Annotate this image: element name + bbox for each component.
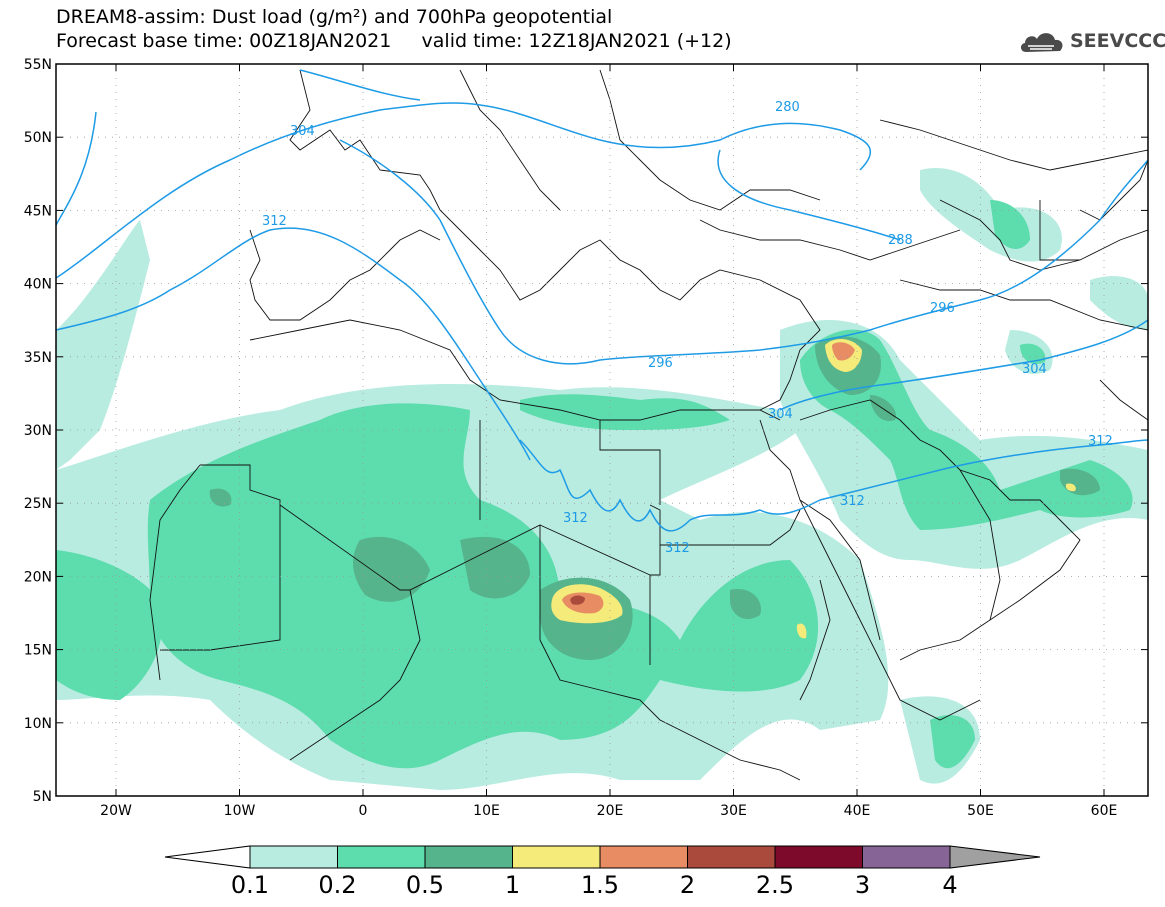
map-title-line2: Forecast base time: 00Z18JAN2021 valid t… bbox=[56, 30, 732, 52]
colorbar-labels: 0.1 0.2 0.5 1 1.5 2 2.5 3 4 bbox=[231, 871, 958, 899]
latitude-label: 30N bbox=[24, 423, 52, 439]
contour-label: 280 bbox=[775, 100, 800, 115]
colorbar-label: 0.1 bbox=[231, 871, 269, 899]
longitude-label: 30E bbox=[720, 803, 747, 819]
contour-label: 296 bbox=[648, 356, 673, 371]
colorbar-label: 0.2 bbox=[318, 871, 356, 899]
contour-label: 312 bbox=[1088, 434, 1113, 449]
contour-label: 304 bbox=[1022, 362, 1047, 377]
latitude-label: 10N bbox=[24, 716, 52, 732]
contour-label: 304 bbox=[290, 124, 315, 139]
colorbar-box bbox=[249, 845, 338, 869]
colorbar-label: 3 bbox=[855, 871, 870, 899]
map-title-line1: DREAM8-assim: Dust load (g/m²) and 700hP… bbox=[56, 6, 613, 28]
latitude-label: 20N bbox=[24, 569, 52, 585]
colorbar-over-triangle bbox=[949, 845, 1041, 869]
colorbar-label: 2.5 bbox=[756, 871, 794, 899]
longitude-label: 40E bbox=[844, 803, 871, 819]
colorbar-box bbox=[424, 845, 513, 869]
longitude-label: 60E bbox=[1091, 803, 1118, 819]
latitude-label: 25N bbox=[24, 496, 52, 512]
latitude-label: 15N bbox=[24, 643, 52, 659]
latitude-labels: 55N 50N 45N 40N 35N 30N 25N 20N 15N 10N 5N bbox=[24, 57, 52, 805]
dust-shading bbox=[56, 168, 1148, 790]
contour-label: 312 bbox=[665, 541, 690, 556]
colorbar-boxes bbox=[249, 845, 951, 869]
longitude-labels: 20W 10W 0 10E 20E 30E 40E 50E 60E bbox=[100, 803, 1117, 819]
longitude-label: 0 bbox=[359, 803, 368, 819]
contour-label: 304 bbox=[768, 407, 793, 422]
colorbar-label: 2 bbox=[680, 871, 695, 899]
latitude-label: 35N bbox=[24, 350, 52, 366]
latitude-label: 5N bbox=[33, 789, 52, 805]
latitude-label: 50N bbox=[24, 130, 52, 146]
colorbar-label: 1.5 bbox=[581, 871, 619, 899]
contour-labels: 304 312 280 288 296 296 304 304 312 312 … bbox=[262, 100, 1113, 556]
contour-label: 296 bbox=[930, 301, 955, 316]
axis-ticks bbox=[56, 63, 1148, 797]
graticule bbox=[56, 64, 1148, 796]
contour-label: 288 bbox=[888, 233, 913, 248]
contour-label: 312 bbox=[840, 494, 865, 509]
longitude-label: 20E bbox=[597, 803, 624, 819]
seevccc-logo: SEEVCCC bbox=[1018, 24, 1165, 58]
country-borders bbox=[149, 69, 1148, 781]
colorbar-box bbox=[774, 845, 863, 869]
colorbar-box bbox=[599, 845, 688, 869]
colorbar-label: 4 bbox=[942, 871, 957, 899]
latitude-label: 55N bbox=[24, 57, 52, 73]
contour-label: 312 bbox=[262, 214, 287, 229]
colorbar-under-triangle bbox=[164, 845, 251, 869]
latitude-label: 40N bbox=[24, 277, 52, 293]
colorbar-box bbox=[337, 845, 426, 869]
longitude-label: 20W bbox=[100, 803, 132, 819]
colorbar-box bbox=[862, 845, 951, 869]
colorbar-label: 1 bbox=[505, 871, 520, 899]
colorbar-box bbox=[687, 845, 776, 869]
longitude-label: 50E bbox=[967, 803, 994, 819]
colorbar-box bbox=[512, 845, 601, 869]
logo-text: SEEVCCC bbox=[1070, 30, 1165, 52]
latitude-label: 45N bbox=[24, 203, 52, 219]
geopotential-contours bbox=[56, 69, 1148, 532]
cloud-icon bbox=[1020, 33, 1063, 52]
longitude-label: 10E bbox=[473, 803, 500, 819]
longitude-label: 10W bbox=[224, 803, 256, 819]
colorbar-label: 0.5 bbox=[406, 871, 444, 899]
contour-label: 312 bbox=[563, 511, 588, 526]
